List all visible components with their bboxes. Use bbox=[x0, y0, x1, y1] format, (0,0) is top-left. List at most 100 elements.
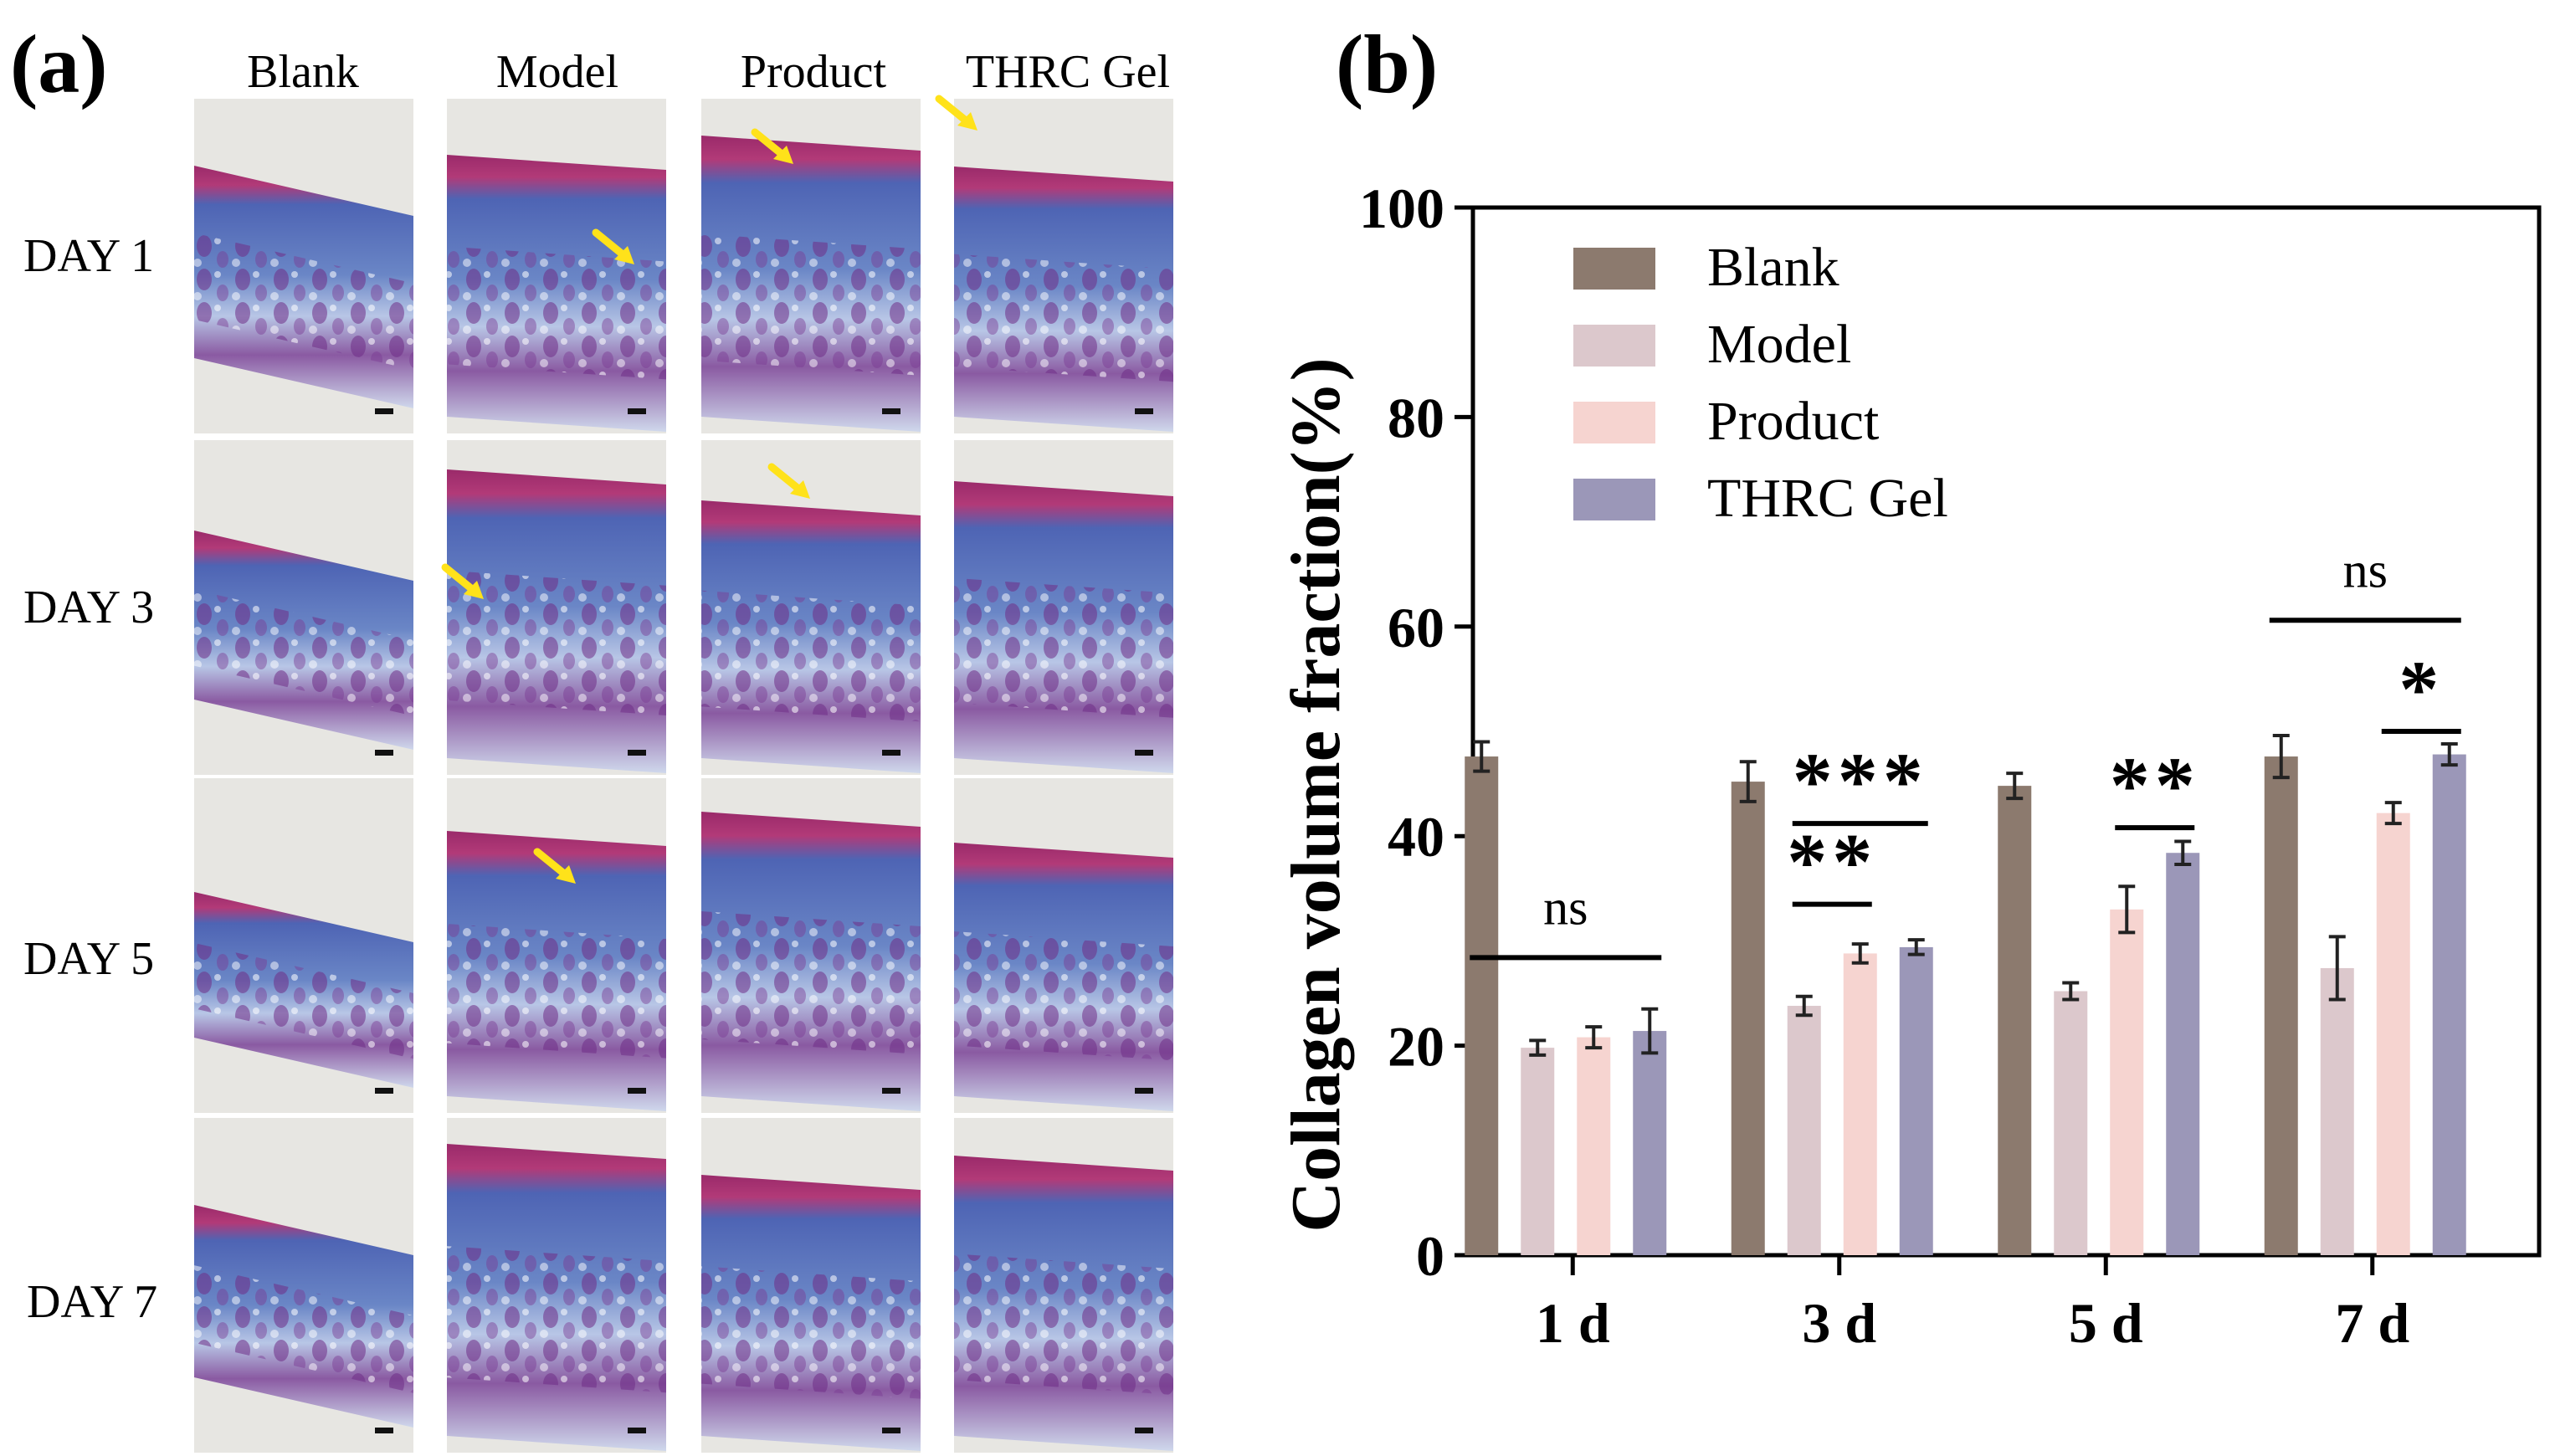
yellow-arrow-icon bbox=[533, 848, 576, 884]
tissue-section bbox=[954, 1156, 1173, 1451]
panel-a-label: (a) bbox=[10, 18, 108, 110]
row-label-day7: DAY 7 bbox=[27, 1276, 157, 1328]
scale-bar bbox=[628, 408, 646, 414]
scale-bar bbox=[375, 1088, 393, 1094]
bar-thrc-gel bbox=[2432, 754, 2466, 1255]
scale-bar bbox=[882, 1088, 900, 1094]
follicle-layer bbox=[194, 1265, 413, 1393]
micrograph-day3-blank bbox=[194, 440, 413, 775]
bar-blank bbox=[1731, 782, 1765, 1255]
tissue-section bbox=[447, 831, 666, 1111]
tissue-section bbox=[194, 531, 413, 750]
y-tick-label: 0 bbox=[1416, 1224, 1444, 1288]
scale-bar bbox=[1135, 1428, 1153, 1433]
bar-blank bbox=[2264, 756, 2298, 1255]
micrograph-day7-blank bbox=[194, 1118, 413, 1453]
tissue-section bbox=[954, 481, 1173, 773]
micrograph-day3-model bbox=[441, 440, 666, 775]
error-bar bbox=[1641, 1007, 1659, 1055]
bar-thrc-gel bbox=[2166, 853, 2200, 1255]
y-axis-label: Collagen volume fraction(%) bbox=[1277, 357, 1355, 1232]
error-bar bbox=[1739, 760, 1757, 803]
bar-model bbox=[2054, 991, 2088, 1255]
panel-a: (a) Blank Model Product THRC Gel DAY 1 D… bbox=[10, 18, 1173, 1453]
x-tick-label: 1 d bbox=[1536, 1291, 1610, 1355]
error-bar bbox=[2272, 734, 2290, 780]
arrow-head bbox=[464, 581, 484, 599]
legend-label: Model bbox=[1707, 314, 1851, 375]
micrograph-day1-model bbox=[447, 99, 666, 433]
arrow-head bbox=[556, 865, 576, 884]
significance-label: * bbox=[2399, 644, 2444, 734]
legend-swatch bbox=[1573, 325, 1655, 367]
tissue-section bbox=[194, 892, 413, 1088]
arrow-shaft bbox=[533, 848, 568, 878]
error-bar bbox=[1473, 740, 1490, 773]
bar-model bbox=[1787, 1006, 1821, 1255]
follicle-layer bbox=[447, 570, 666, 715]
follicle-layer bbox=[194, 942, 413, 1059]
follicle-layer bbox=[954, 577, 1173, 718]
bar-model bbox=[2320, 967, 2354, 1255]
tissue-section bbox=[447, 155, 666, 432]
follicle-layer bbox=[447, 923, 666, 1059]
error-bar bbox=[2118, 884, 2136, 935]
panel-b: (b) Collagen volume fraction(%) 0 20 40 60 8… bbox=[1277, 18, 2542, 1355]
arrow-shaft bbox=[751, 128, 786, 158]
micrograph-day5-model bbox=[447, 778, 666, 1113]
tissue-section bbox=[194, 166, 413, 408]
x-tick-label: 3 d bbox=[1802, 1291, 1876, 1355]
legend-swatch bbox=[1573, 402, 1655, 443]
follicle-layer bbox=[954, 254, 1173, 382]
scale-bar bbox=[1135, 1088, 1153, 1094]
scale-bar bbox=[628, 1088, 646, 1094]
yellow-arrow-icon bbox=[441, 563, 484, 599]
bar-thrc-gel bbox=[1633, 1031, 1667, 1255]
micrograph-day7-product bbox=[701, 1118, 921, 1453]
scale-bar bbox=[375, 408, 393, 414]
y-tick-label: 80 bbox=[1388, 386, 1444, 449]
row-label-day3: DAY 3 bbox=[23, 582, 154, 633]
tissue-section bbox=[701, 136, 921, 432]
micrograph-day7-model bbox=[447, 1118, 666, 1453]
follicle-layer bbox=[701, 1266, 921, 1399]
legend-label: Product bbox=[1707, 391, 1879, 452]
bar-product bbox=[1577, 1037, 1611, 1255]
tissue-section bbox=[194, 1205, 413, 1428]
follicle-layer bbox=[194, 589, 413, 716]
tissue-section bbox=[701, 500, 921, 773]
tissue-section bbox=[954, 843, 1173, 1111]
tissue-section bbox=[447, 1144, 666, 1451]
arrow-shaft bbox=[441, 563, 476, 593]
column-label-thrc-gel: THRC Gel bbox=[966, 46, 1170, 98]
micrograph-day1-blank bbox=[194, 99, 413, 433]
error-bar bbox=[2174, 839, 2192, 867]
bar-model bbox=[1521, 1048, 1555, 1255]
bar-blank bbox=[1998, 786, 2032, 1255]
arrow-head bbox=[614, 246, 634, 264]
scale-bar bbox=[375, 1428, 393, 1433]
micrograph-day3-thrc-gel bbox=[954, 440, 1173, 775]
error-bar bbox=[1529, 1038, 1547, 1057]
error-bar bbox=[2384, 801, 2402, 826]
column-label-model: Model bbox=[496, 46, 618, 98]
follicle-layer bbox=[701, 233, 921, 376]
tissue-section bbox=[701, 812, 921, 1111]
scale-bar bbox=[628, 750, 646, 756]
error-bar bbox=[2006, 772, 2024, 801]
panel-b-label: (b) bbox=[1336, 18, 1438, 110]
micrograph-day5-blank bbox=[194, 778, 413, 1113]
row-label-day5: DAY 5 bbox=[23, 933, 154, 985]
x-tick-label: 5 d bbox=[2069, 1291, 2143, 1355]
bar-product bbox=[2110, 909, 2144, 1255]
error-bar bbox=[2328, 935, 2346, 1002]
row-label-day1: DAY 1 bbox=[23, 230, 154, 282]
micrograph-day1-product bbox=[701, 99, 921, 433]
arrow-head bbox=[957, 112, 977, 131]
error-bar bbox=[2062, 981, 2080, 1002]
yellow-arrow-icon bbox=[935, 95, 977, 131]
legend-label: THRC Gel bbox=[1707, 468, 1948, 529]
micrograph-day1-thrc-gel bbox=[935, 95, 1173, 433]
micrograph-day7-thrc-gel bbox=[954, 1118, 1173, 1453]
